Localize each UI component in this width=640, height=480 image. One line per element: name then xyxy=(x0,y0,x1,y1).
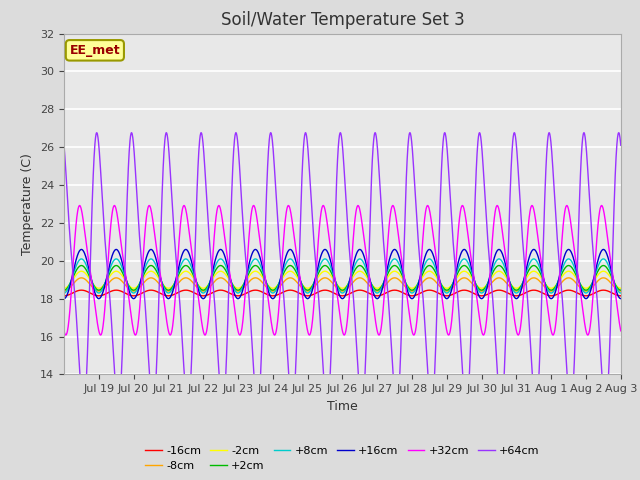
+2cm xyxy=(601,263,609,269)
+32cm xyxy=(332,278,339,284)
+8cm xyxy=(60,290,68,296)
+32cm xyxy=(305,332,313,338)
-16cm xyxy=(331,291,339,297)
+16cm xyxy=(60,296,68,301)
+32cm xyxy=(317,213,324,219)
-16cm xyxy=(321,287,329,293)
+2cm xyxy=(601,263,609,269)
+16cm xyxy=(601,248,609,253)
+64cm xyxy=(499,396,506,402)
-2cm xyxy=(60,286,68,291)
+32cm xyxy=(499,234,507,240)
+32cm xyxy=(602,217,609,223)
-16cm xyxy=(60,293,68,299)
+2cm xyxy=(60,287,68,293)
+2cm xyxy=(331,278,339,284)
+2cm xyxy=(499,265,506,271)
Line: +32cm: +32cm xyxy=(64,205,621,335)
-8cm xyxy=(88,284,96,290)
+16cm xyxy=(617,296,625,301)
-2cm xyxy=(331,279,339,285)
-8cm xyxy=(499,276,506,282)
+64cm xyxy=(601,404,609,410)
+32cm xyxy=(601,216,609,221)
Line: -8cm: -8cm xyxy=(64,278,621,291)
+2cm xyxy=(617,287,625,293)
-2cm xyxy=(321,268,329,274)
-16cm xyxy=(88,291,96,297)
Line: +8cm: +8cm xyxy=(64,259,621,293)
+8cm xyxy=(499,260,506,265)
+16cm xyxy=(331,277,339,283)
-16cm xyxy=(601,288,609,293)
Y-axis label: Temperature (C): Temperature (C) xyxy=(22,153,35,255)
-16cm xyxy=(316,288,324,294)
+8cm xyxy=(617,290,625,296)
-8cm xyxy=(331,283,339,289)
-2cm xyxy=(617,286,625,291)
-2cm xyxy=(316,272,324,277)
+64cm xyxy=(316,314,324,320)
+32cm xyxy=(60,328,68,334)
+8cm xyxy=(601,256,609,262)
+16cm xyxy=(88,281,96,287)
-8cm xyxy=(60,288,68,294)
+64cm xyxy=(602,405,609,411)
+64cm xyxy=(601,403,609,408)
+8cm xyxy=(331,277,339,283)
+64cm xyxy=(371,130,379,135)
+8cm xyxy=(601,257,609,263)
+16cm xyxy=(316,256,324,262)
+64cm xyxy=(88,193,96,199)
X-axis label: Time: Time xyxy=(327,400,358,413)
Legend: -16cm, -8cm, -2cm, +2cm, +8cm, +16cm, +32cm, +64cm: -16cm, -8cm, -2cm, +2cm, +8cm, +16cm, +3… xyxy=(141,441,544,476)
Line: +2cm: +2cm xyxy=(64,265,621,290)
Line: +16cm: +16cm xyxy=(64,250,621,299)
-16cm xyxy=(601,288,609,293)
-8cm xyxy=(617,288,625,294)
+2cm xyxy=(316,267,324,273)
-2cm xyxy=(601,269,609,275)
+16cm xyxy=(601,247,609,253)
-2cm xyxy=(88,280,96,286)
+2cm xyxy=(321,263,329,268)
-16cm xyxy=(499,288,506,294)
+8cm xyxy=(316,263,324,268)
+32cm xyxy=(617,328,625,334)
-8cm xyxy=(601,275,609,281)
Line: -2cm: -2cm xyxy=(64,271,621,288)
-8cm xyxy=(321,275,329,281)
Text: EE_met: EE_met xyxy=(70,44,120,57)
-8cm xyxy=(316,277,324,283)
+8cm xyxy=(321,256,329,262)
-16cm xyxy=(617,293,625,299)
Line: -16cm: -16cm xyxy=(64,290,621,296)
+2cm xyxy=(88,280,96,286)
+32cm xyxy=(89,285,97,291)
+64cm xyxy=(60,143,68,148)
+16cm xyxy=(321,247,329,252)
+64cm xyxy=(331,233,339,239)
+64cm xyxy=(617,143,625,148)
+16cm xyxy=(499,252,506,258)
-2cm xyxy=(499,270,506,276)
-2cm xyxy=(601,268,609,274)
Title: Soil/Water Temperature Set 3: Soil/Water Temperature Set 3 xyxy=(221,11,464,29)
+8cm xyxy=(88,280,96,286)
+32cm xyxy=(76,203,83,208)
Line: +64cm: +64cm xyxy=(64,132,621,408)
-8cm xyxy=(601,275,609,281)
